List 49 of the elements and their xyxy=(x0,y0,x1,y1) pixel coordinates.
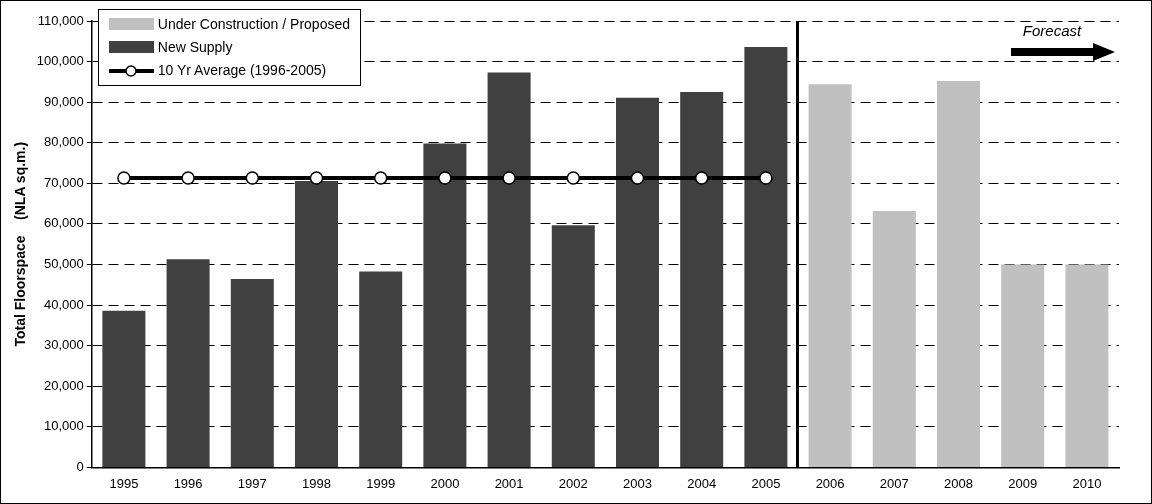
y-tick-label: 0 xyxy=(76,458,84,474)
x-tick-label: 2004 xyxy=(687,475,717,491)
x-tick-label: 2010 xyxy=(1072,475,1102,491)
y-tick-label: 20,000 xyxy=(44,377,84,393)
x-tick-label: 1996 xyxy=(173,475,203,491)
y-tick-label: 80,000 xyxy=(44,134,84,150)
x-tick-label: 1997 xyxy=(237,475,267,491)
bar xyxy=(294,180,338,467)
bar xyxy=(487,72,531,467)
y-tick-label: 50,000 xyxy=(44,256,84,272)
x-tick-label: 2000 xyxy=(430,475,460,491)
bar xyxy=(551,225,595,467)
x-tick-label: 2005 xyxy=(751,475,781,491)
y-tick-label: 70,000 xyxy=(44,174,84,190)
bar xyxy=(423,143,467,467)
x-tick-label: 2002 xyxy=(558,475,588,491)
y-tick-label: 90,000 xyxy=(44,93,84,109)
annotation: Forecast xyxy=(1021,22,1083,39)
bar xyxy=(872,210,916,467)
bar xyxy=(808,84,852,467)
bar xyxy=(1001,264,1045,467)
x-tick-label: 1995 xyxy=(109,475,139,491)
y-tick-label: 30,000 xyxy=(44,337,84,353)
bar xyxy=(1065,264,1109,467)
x-tick-label: 2008 xyxy=(944,475,973,491)
x-tick-label: 2003 xyxy=(623,475,652,491)
y-tick-label: 110,000 xyxy=(37,12,84,28)
x-tick-label: 2001 xyxy=(494,475,524,491)
y-tick-label: 40,000 xyxy=(44,296,84,312)
legend-label: 10 Yr Average (1996-2005) xyxy=(157,61,327,78)
bar xyxy=(744,46,788,467)
y-axis-title: Total Floorspace (NLA sq.m.) xyxy=(12,141,29,347)
x-tick-label: 2007 xyxy=(879,475,909,491)
legend-label: New Supply xyxy=(157,38,233,55)
x-tick-label: 2009 xyxy=(1008,475,1038,491)
bar xyxy=(230,279,274,467)
legend-label: Under Construction / Proposed xyxy=(157,15,350,32)
x-tick-label: 1998 xyxy=(302,475,331,491)
y-tick-label: 10,000 xyxy=(44,418,84,434)
bar xyxy=(615,97,659,467)
bar xyxy=(166,259,210,467)
bar xyxy=(359,271,403,467)
x-tick-label: 2006 xyxy=(815,475,845,491)
bar xyxy=(102,310,146,467)
x-tick-label: 1999 xyxy=(366,475,396,491)
bar xyxy=(936,81,981,467)
bar xyxy=(680,92,724,467)
y-tick-label: 60,000 xyxy=(44,215,84,231)
y-tick-label: 100,000 xyxy=(36,53,84,69)
